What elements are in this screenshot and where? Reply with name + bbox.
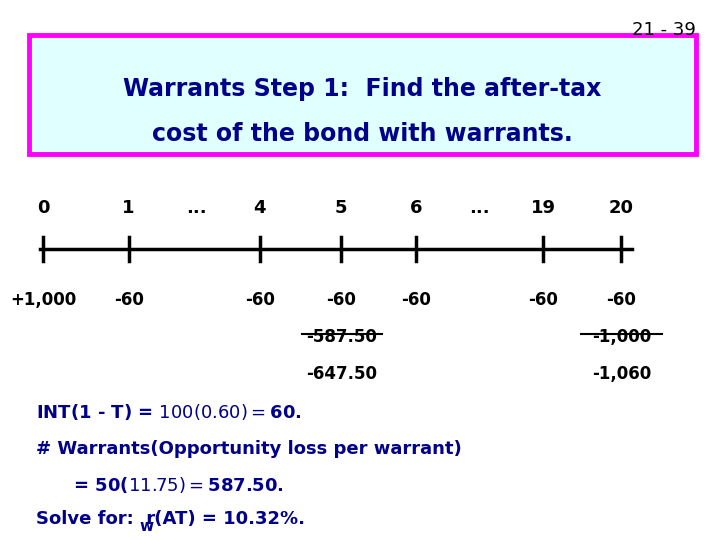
Text: INT(1 - T) = $100(0.60) = $60.: INT(1 - T) = $100(0.60) = $60. (37, 402, 302, 422)
Text: = 50($11.75) = $587.50.: = 50($11.75) = $587.50. (37, 475, 284, 495)
Text: Solve for:  r: Solve for: r (37, 510, 156, 528)
Text: -60: -60 (606, 291, 636, 309)
Text: (AT) = 10.32%.: (AT) = 10.32%. (148, 510, 305, 528)
Text: 5: 5 (335, 199, 348, 217)
Text: 4: 4 (253, 199, 266, 217)
Text: 21 - 39: 21 - 39 (632, 21, 696, 39)
Text: 0: 0 (37, 199, 50, 217)
Text: -60: -60 (401, 291, 431, 309)
Text: # Warrants(Opportunity loss per warrant): # Warrants(Opportunity loss per warrant) (37, 440, 462, 457)
Text: -1,000: -1,000 (592, 328, 651, 346)
Text: 19: 19 (531, 199, 556, 217)
Text: -60: -60 (114, 291, 143, 309)
Text: ...: ... (469, 199, 490, 217)
Text: -1,060: -1,060 (592, 366, 651, 383)
Text: cost of the bond with warrants.: cost of the bond with warrants. (152, 122, 573, 146)
Text: 6: 6 (410, 199, 422, 217)
Text: +1,000: +1,000 (10, 291, 76, 309)
Text: -60: -60 (528, 291, 559, 309)
Text: Warrants Step 1:  Find the after-tax: Warrants Step 1: Find the after-tax (123, 77, 602, 100)
Text: -60: -60 (326, 291, 356, 309)
Text: ...: ... (186, 199, 206, 217)
Text: -587.50: -587.50 (306, 328, 377, 346)
Text: 20: 20 (609, 199, 634, 217)
FancyBboxPatch shape (30, 35, 696, 154)
Text: -647.50: -647.50 (306, 366, 377, 383)
Text: -60: -60 (245, 291, 275, 309)
Text: w: w (140, 519, 154, 535)
Text: 1: 1 (122, 199, 135, 217)
